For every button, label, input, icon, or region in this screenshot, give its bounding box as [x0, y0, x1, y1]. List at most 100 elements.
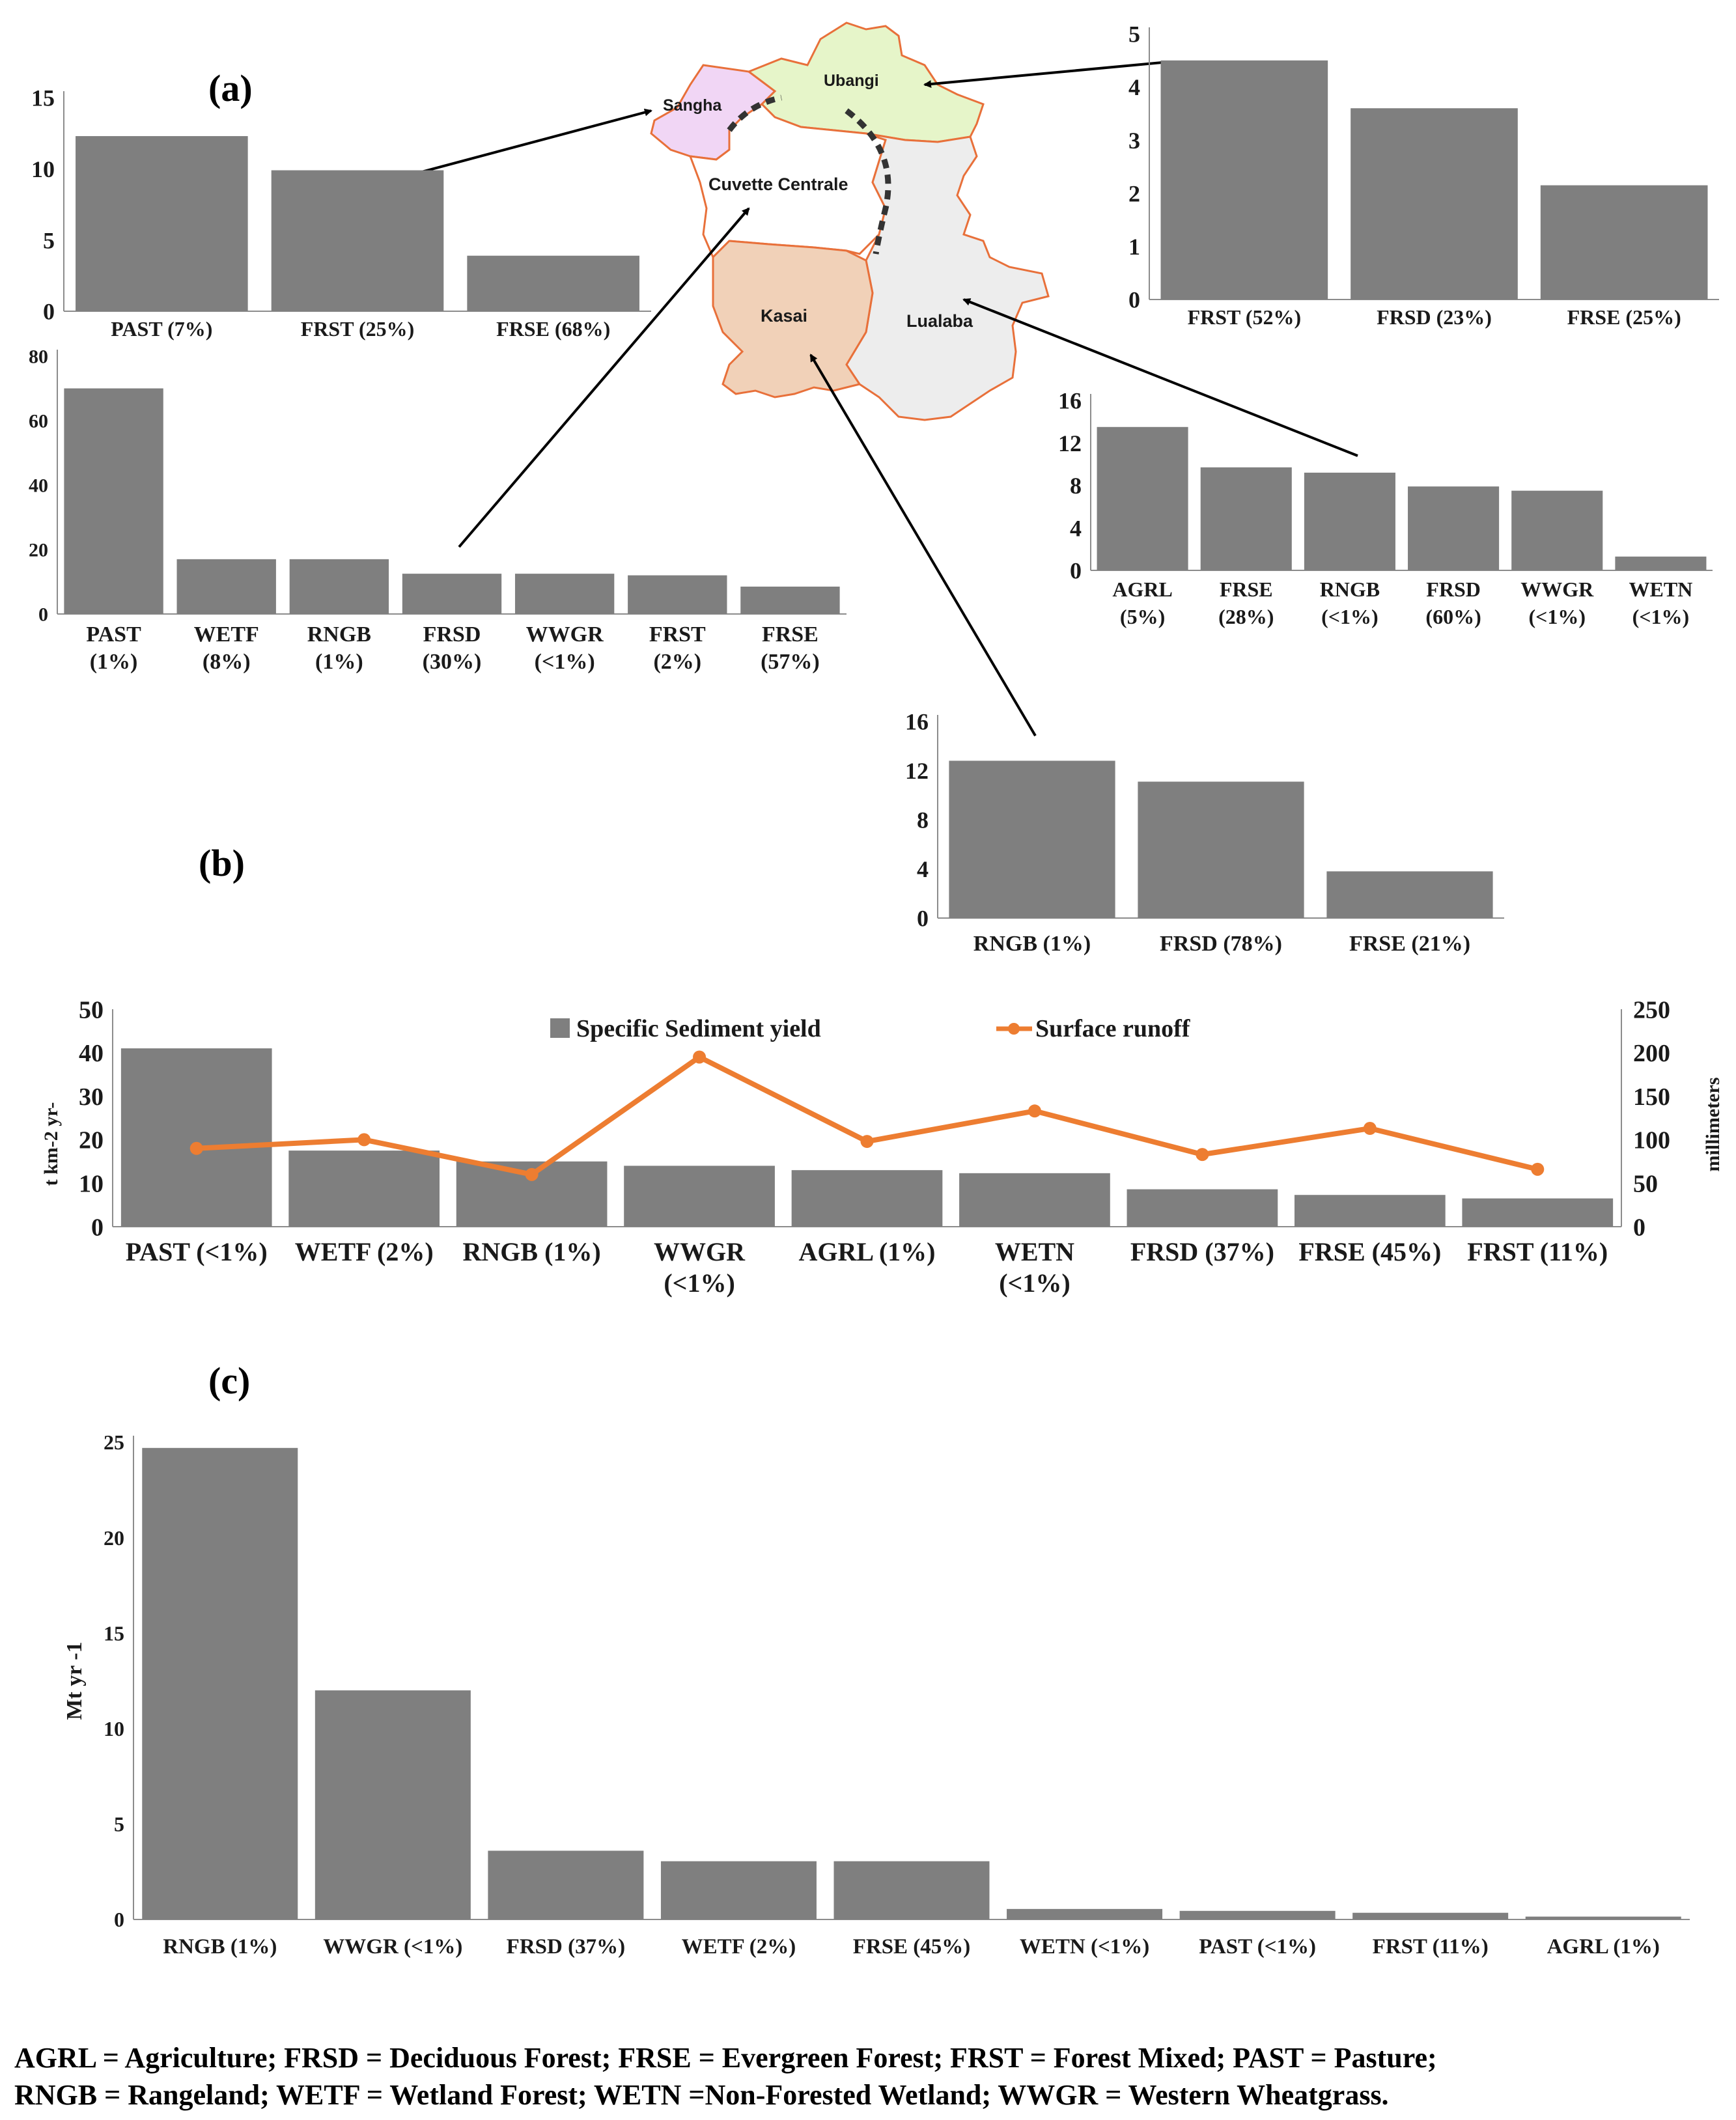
- x-tick-label: (1%): [315, 650, 363, 674]
- x-tick-label: WETF (2%): [295, 1237, 434, 1266]
- y-tick-label: 8: [917, 807, 929, 833]
- y-tick-label: 16: [905, 709, 929, 735]
- arrow-kasai: [809, 354, 1037, 737]
- x-tick-label: WETN: [995, 1237, 1074, 1266]
- bar-wetf: [176, 559, 276, 614]
- runoff-point: [1531, 1162, 1545, 1176]
- bar-wwgr: [315, 1690, 471, 1919]
- sediment-yield-bar: [959, 1173, 1110, 1227]
- bar-agrl: [1525, 1916, 1681, 1919]
- x-tick-label: AGRL: [1112, 578, 1172, 601]
- bar-wetf: [660, 1861, 817, 1919]
- x-tick-label: FRSE (25%): [1567, 305, 1681, 329]
- y-tick-label: 25: [104, 1430, 124, 1454]
- panel-label-b: (b): [199, 842, 245, 884]
- y-axis-title: t km-2 yr-: [40, 1102, 62, 1186]
- map-label-sangha: Sangha: [663, 96, 722, 115]
- y-tick-label: 30: [79, 1083, 104, 1111]
- y-tick-label: 100: [1633, 1127, 1670, 1154]
- footnote-line-2: RNGB = Rangeland; WETF = Wetland Forest;…: [14, 2079, 1389, 2111]
- y-tick-label: 12: [905, 758, 929, 784]
- y-tick-label: 0: [38, 604, 48, 626]
- y-tick-label: 15: [31, 85, 55, 111]
- bar-frse: [1326, 871, 1493, 918]
- x-tick-label: (<1%): [999, 1268, 1070, 1298]
- bar-frst: [628, 575, 727, 614]
- y-tick-label: 2: [1128, 180, 1140, 206]
- x-tick-label: (5%): [1120, 605, 1165, 628]
- bar-wwgr: [1511, 490, 1603, 570]
- x-tick-label: RNGB: [307, 622, 371, 647]
- x-tick-label: FRSE (45%): [1298, 1237, 1441, 1266]
- x-tick-label: (<1%): [664, 1268, 735, 1298]
- x-tick-label: WWGR: [526, 622, 604, 647]
- y-tick-label: 20: [29, 540, 48, 561]
- x-tick-label: (60%): [1425, 605, 1481, 628]
- x-tick-label: (<1%): [1528, 605, 1586, 628]
- arrow-cuvette: [458, 207, 750, 548]
- y-tick-label: 0: [91, 1214, 104, 1241]
- bar-frst: [1352, 1912, 1509, 1919]
- y-tick-label: 4: [1070, 515, 1082, 541]
- map-label-ubangi: Ubangi: [824, 72, 879, 90]
- bar-wwgr: [514, 574, 615, 614]
- map-divide-east: [845, 108, 891, 255]
- x-tick-label: WETN (<1%): [1020, 1935, 1149, 1959]
- x-tick-label: (<1%): [1321, 605, 1379, 628]
- x-tick-label: FRST (52%): [1188, 305, 1302, 329]
- sediment-yield-bar: [1294, 1195, 1446, 1227]
- x-tick-label: (2%): [653, 650, 701, 674]
- x-tick-label: FRSE: [1220, 578, 1273, 601]
- bar-wetn: [1615, 556, 1707, 570]
- x-tick-label: WETF: [194, 622, 259, 647]
- sediment-yield-bar: [624, 1165, 775, 1227]
- y-tick-label: 20: [104, 1526, 124, 1550]
- runoff-point: [1196, 1148, 1209, 1162]
- sediment-yield-bar: [1462, 1198, 1614, 1227]
- x-tick-label: FRSD (23%): [1377, 305, 1492, 329]
- x-tick-label: PAST: [86, 622, 141, 647]
- chart-sangha: 0 5 10 15 PAST (7%) FRST (25%) FRSE (68%): [31, 85, 651, 341]
- x-tick-label: FRSD (37%): [507, 1935, 625, 1959]
- bar-frse: [467, 255, 639, 311]
- y-tick-label: 1: [1128, 234, 1140, 260]
- footnote-line-1: AGRL = Agriculture; FRSD = Deciduous For…: [14, 2042, 1437, 2074]
- y-tick-label: 4: [1128, 74, 1140, 100]
- sediment-yield-bar: [1127, 1189, 1278, 1227]
- y-tick-label: 200: [1633, 1040, 1670, 1067]
- y-tick-label: 15: [104, 1621, 124, 1645]
- bar-past: [1179, 1910, 1336, 1919]
- runoff-point: [189, 1141, 203, 1155]
- runoff-point: [1028, 1104, 1041, 1118]
- bar-frsd: [488, 1850, 644, 1919]
- legend: Specific Sediment yield Surface runoff: [550, 1015, 1191, 1042]
- x-tick-label: AGRL (1%): [799, 1237, 936, 1266]
- bar-frse: [1540, 185, 1708, 300]
- bar-rngb: [142, 1447, 298, 1919]
- x-tick-label: FRSE (45%): [853, 1935, 971, 1959]
- x-tick-label: RNGB: [1320, 578, 1380, 601]
- legend-marker-runoff: [1008, 1023, 1020, 1035]
- basin-map: Sangha Ubangi Cuvette Centrale Kasai Lua…: [650, 21, 1050, 421]
- x-tick-label: FRST (11%): [1373, 1935, 1489, 1959]
- arrow-ubangi: [923, 61, 1169, 89]
- y-tick-label: 0: [43, 299, 55, 325]
- x-tick-label: FRSD: [423, 622, 481, 647]
- y-tick-label: 5: [114, 1813, 124, 1836]
- bar-past: [64, 388, 163, 614]
- y-tick-label: 10: [104, 1717, 124, 1740]
- chart-kasai: 0 4 8 12 16 RNGB (1%) FRSD (78%) FRSE (21%): [905, 709, 1504, 956]
- legend-label-sediment: Specific Sediment yield: [576, 1015, 821, 1042]
- bar-rngb: [289, 559, 389, 614]
- y-tick-label: 40: [79, 1040, 104, 1067]
- x-tick-label: FRSE (68%): [496, 317, 610, 341]
- y-tick-label: 8: [1070, 473, 1082, 499]
- chart-cuvette: 0 20 40 60 80 PAST (1%) WETF (8%) RNGB (1%) FRSD (30…: [29, 346, 847, 674]
- y-tick-label: 10: [31, 156, 55, 182]
- y-tick-label: 40: [29, 475, 48, 497]
- x-tick-label: FRST: [649, 622, 706, 647]
- chart-basin-sediment-runoff: 0 10 20 30 40 50 0 50 100 150 200 250 PAST (<1%) WETF…: [40, 996, 1724, 1298]
- y-tick-label: 16: [1058, 388, 1082, 414]
- x-tick-label: FRSD (37%): [1130, 1237, 1274, 1266]
- map-region-kasai: [712, 240, 874, 398]
